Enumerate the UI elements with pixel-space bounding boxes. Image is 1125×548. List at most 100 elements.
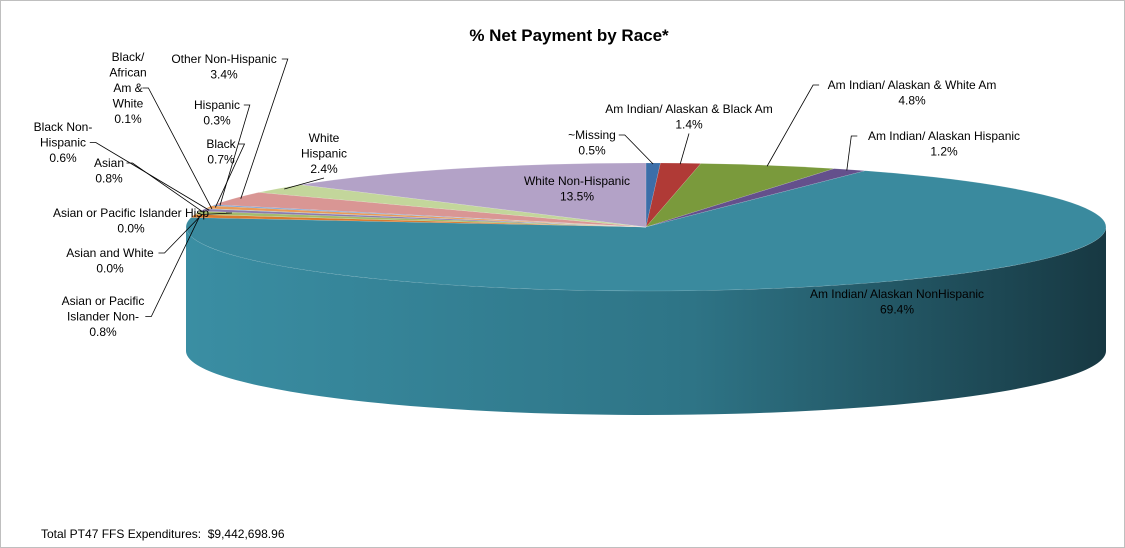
slice-label-line: Am Indian/ Alaskan NonHispanic: [810, 287, 984, 301]
slice-label-white: White Hispanic 2.4%: [301, 131, 347, 176]
slice-label-line: 0.5%: [578, 144, 606, 158]
slice-label-line: 3.4%: [210, 68, 238, 82]
slice-label-am-indian-alaskan-black-am: Am Indian/ Alaskan & Black Am 1.4%: [605, 102, 772, 132]
slice-label-asian-or-pacific: Asian or Pacific Islander Non-0.8%: [62, 294, 145, 339]
pie-slice-other-non-hispanic: [214, 192, 647, 228]
slice-label-line: Am &: [113, 81, 142, 95]
slice-label-text: Black/African Am & White 0.1%: [109, 50, 146, 126]
chart-title: % Net Payment by Race*: [469, 26, 669, 45]
slice-label-white-non-hispanic: White Non-Hispanic 13.5%: [524, 174, 630, 204]
slice-label-line: 0.1%: [114, 112, 142, 126]
pie-slice-black-non: [199, 208, 647, 228]
slice-label-line: Other Non-Hispanic: [171, 52, 276, 66]
slice-label-line: 0.0%: [117, 222, 145, 236]
slice-label-text: Am Indian/ Alaskan & White Am 4.8%: [828, 78, 997, 108]
slice-label-asian: Asian 0.8%: [94, 156, 124, 186]
slice-label-black: Black/African Am & White 0.1%: [109, 50, 146, 126]
slice-label-text: Asian or Pacific Islander Hisp 0.0%: [53, 206, 209, 236]
slice-label-line: ~Missing: [568, 128, 616, 142]
slice-label-line: 4.8%: [898, 94, 926, 108]
leader-line: [214, 143, 246, 208]
slice-label-am-indian-alaskan-white-am: Am Indian/ Alaskan & White Am 4.8%: [828, 78, 997, 108]
slice-label-line: 0.3%: [203, 114, 231, 128]
slice-label-text: Other Non-Hispanic 3.4%: [171, 52, 276, 82]
slice-label-text: Asian 0.8%: [94, 156, 124, 186]
slice-label-text: Asian or Pacific Islander Non-0.8%: [62, 294, 145, 339]
slice-label-text: Am Indian/ Alaskan & Black Am 1.4%: [605, 102, 772, 132]
slice-label-text: Am Indian/ Alaskan NonHispanic 69.4%: [810, 287, 984, 317]
leader-line: [142, 87, 213, 210]
pie-slice-hispanic: [211, 204, 647, 228]
slice-label-line: 69.4%: [880, 303, 914, 317]
slice-label-line: 0.7%: [207, 153, 235, 167]
slice-label-text: ~Missing 0.5%: [568, 128, 616, 158]
leader-line: [240, 58, 289, 199]
pie-side-am-indian-alaskan-nonhispanic: [186, 227, 1106, 415]
slice-label-line: 13.5%: [560, 190, 594, 204]
pie-chart: ~Missing 0.5% Am Indian/ Alaskan & Black A…: [34, 26, 1107, 415]
slice-label-black-non: Black Non- Hispanic 0.6%: [34, 120, 93, 165]
slice-label-text: White Hispanic 2.4%: [301, 131, 347, 176]
slice-label-line: Hispanic: [40, 136, 86, 150]
pie-slice-am-indian-alaskan-white-am: [645, 163, 835, 228]
leader-line: [846, 135, 858, 171]
leader-line: [89, 142, 210, 211]
slice-label-line: Black/: [112, 50, 145, 64]
slice-label-line: Asian and White: [66, 246, 154, 260]
pie-side-layer: [186, 227, 1106, 415]
slice-label-line: 0.8%: [89, 325, 117, 339]
leader-line: [201, 212, 233, 215]
pie-slice-am-indian-alaskan-hispanic: [645, 168, 866, 228]
slice-label-line: Asian or Pacific: [62, 294, 145, 308]
slice-label-line: Asian or Pacific Islander Hisp: [53, 206, 209, 220]
leader-line: [766, 84, 820, 167]
slice-label-text: Black Non- Hispanic 0.6%: [34, 120, 93, 165]
slice-label-black: Black 0.7%: [206, 137, 236, 167]
slice-label-line: White: [113, 97, 144, 111]
slice-label-line: 0.8%: [95, 172, 123, 186]
slice-label-line: 1.2%: [930, 145, 958, 159]
pie-slice-asian: [194, 210, 647, 228]
total-expenditures-amount: $9,442,698.96: [207, 527, 285, 541]
slice-label-am-indian-alaskan-hispanic: Am Indian/ Alaskan Hispanic 1.2%: [868, 129, 1020, 159]
slice-label-line: Asian: [94, 156, 124, 170]
leader-lines: [89, 58, 858, 317]
leader-line: [284, 177, 325, 190]
slice-label-line: Black Non-: [34, 120, 93, 134]
slice-label-asian-or-pacific-islander-hisp: Asian or Pacific Islander Hisp 0.0%: [53, 206, 209, 236]
slice-label-line: Hispanic: [301, 147, 347, 161]
slice-label-other-non-hispanic: Other Non-Hispanic 3.4%: [171, 52, 276, 82]
leader-line: [679, 133, 690, 165]
leader-line: [219, 104, 251, 206]
slice-label-missing: ~Missing 0.5%: [568, 128, 616, 158]
slice-label-line: Am Indian/ Alaskan & Black Am: [605, 102, 772, 116]
pie-top-layer: [185, 162, 1107, 292]
total-expenditures-label: Total PT47 FFS Expenditures:: [41, 527, 202, 541]
slice-label-line: Am Indian/ Alaskan Hispanic: [868, 129, 1020, 143]
slice-label-line: 2.4%: [310, 162, 338, 176]
slice-label-asian-and-white: Asian and White 0.0%: [66, 246, 154, 276]
slice-label-text: Am Indian/ Alaskan Hispanic 1.2%: [868, 129, 1020, 159]
pie-slice-asian-or-pacific-islander-hisp: [195, 214, 647, 228]
slice-label-line: Black: [206, 137, 236, 151]
pie-slice-missing: [645, 162, 661, 228]
slice-label-am-indian-alaskan-nonhispanic: Am Indian/ Alaskan NonHispanic 69.4%: [810, 287, 984, 317]
leader-line: [618, 134, 654, 165]
slice-label-text: White Non-Hispanic 13.5%: [524, 174, 630, 204]
slice-label-line: Islander Non-: [67, 310, 139, 324]
pie-slice-white-non-hispanic: [300, 162, 647, 228]
pie-slice-am-indian-alaskan-nonhispanic: [185, 170, 1107, 292]
slice-label-line: African: [109, 66, 146, 80]
slice-label-line: 0.0%: [96, 262, 124, 276]
pie-slice-asian-or-pacific: [190, 214, 647, 228]
slice-label-line: 1.4%: [675, 118, 703, 132]
slice-labels: ~Missing 0.5% Am Indian/ Alaskan & Black A…: [34, 50, 1020, 339]
total-expenditures: Total PT47 FFS Expenditures: $9,442,698.…: [41, 527, 285, 541]
slice-label-line: White: [309, 131, 340, 145]
slice-label-text: Black 0.7%: [206, 137, 236, 167]
slice-label-line: White Non-Hispanic: [524, 174, 630, 188]
pie-slice-asian-and-white: [195, 214, 647, 228]
slice-label-line: 0.6%: [49, 151, 77, 165]
leader-line: [145, 215, 201, 317]
